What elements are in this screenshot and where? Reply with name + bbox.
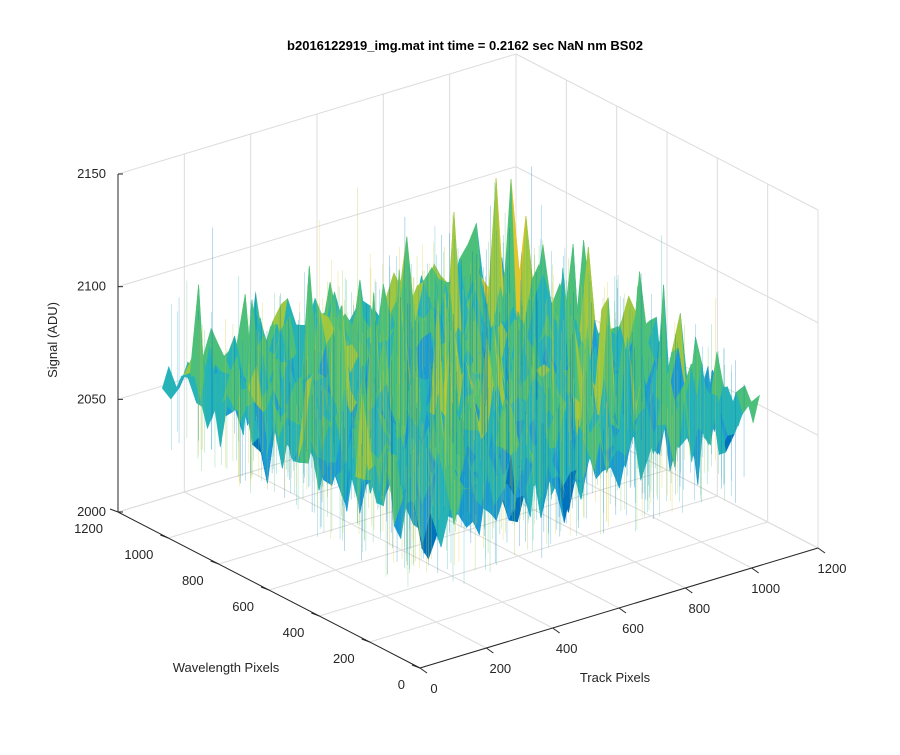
y-axis-label: Wavelength Pixels: [173, 660, 280, 675]
sidewall-grid-z: [515, 53, 819, 211]
z-tick-label: 2000: [77, 504, 106, 519]
z-axis-label: Signal (ADU): [45, 302, 60, 378]
backwall-grid-z: [117, 166, 517, 288]
y-tick: [260, 586, 270, 591]
x-tick-label: 1000: [751, 581, 780, 596]
y-tick-label: 200: [333, 651, 355, 666]
y-tick-label: 600: [232, 599, 254, 614]
y-tick: [311, 612, 320, 617]
x-tick-label: 800: [688, 601, 710, 616]
sidewall-grid-z: [515, 166, 819, 324]
x-tick-label: 0: [430, 681, 437, 696]
x-tick: [751, 567, 759, 574]
x-tick: [419, 667, 428, 674]
x-tick: [486, 647, 494, 654]
y-tick: [210, 560, 219, 565]
x-tick-label: 400: [556, 641, 578, 656]
x-tick: [618, 607, 627, 614]
x-tick: [817, 547, 826, 554]
axes-layer: 0 200 400 600 800 1000 1200 0 200 400 600 800 1000 12…: [74, 166, 846, 696]
x-tick: [685, 587, 693, 594]
x-tick-label: 1200: [818, 561, 847, 576]
y-tick-label: 400: [283, 625, 305, 640]
surface-patch: [413, 502, 429, 560]
surface-layer: [161, 166, 761, 587]
x-tick-label: 600: [622, 621, 644, 636]
y-tick: [361, 638, 370, 643]
x-tick: [552, 627, 560, 634]
x-axis-label: Track Pixels: [580, 670, 651, 685]
z-tick-label: 2050: [77, 391, 106, 406]
chart-title: b2016122919_img.mat int time = 0.2162 se…: [287, 38, 643, 53]
floor-grid-y: [319, 495, 718, 617]
y-tick: [160, 534, 169, 539]
y-tick-label: 1000: [124, 547, 153, 562]
floor-grid-y: [369, 521, 768, 643]
z-tick-label: 2100: [77, 279, 106, 294]
z-tick-label: 2150: [77, 166, 106, 181]
x-tick-label: 200: [489, 661, 511, 676]
y-tick-label: 0: [398, 677, 405, 692]
y-tick-label: 800: [182, 573, 204, 588]
backwall-grid-z: [117, 53, 517, 175]
y-tick: [109, 508, 119, 513]
y-tick: [411, 664, 421, 669]
y-tick-label: 1200: [74, 521, 103, 536]
